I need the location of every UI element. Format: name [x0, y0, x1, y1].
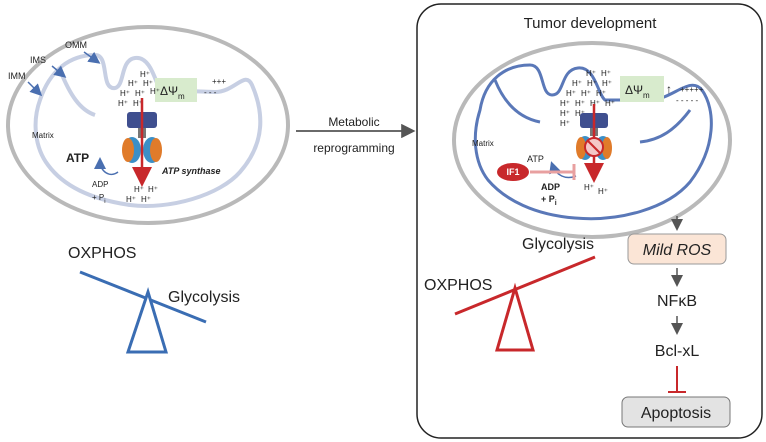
- pi-label: + P: [92, 193, 104, 202]
- svg-text:H⁺: H⁺: [572, 79, 582, 88]
- svg-text:H⁺: H⁺: [590, 99, 600, 108]
- svg-text:H⁺: H⁺: [575, 109, 585, 118]
- svg-text:H⁺: H⁺: [143, 79, 153, 88]
- svg-text:H⁺: H⁺: [605, 99, 615, 108]
- svg-text:H⁺: H⁺: [120, 89, 130, 98]
- pi-subscript: i: [104, 199, 105, 205]
- glycolysis-label-right: Glycolysis: [522, 236, 594, 253]
- atp-label: ATP: [66, 151, 89, 165]
- svg-text:H⁺: H⁺: [586, 69, 596, 78]
- svg-text:H⁺: H⁺: [581, 89, 591, 98]
- svg-text:H⁺: H⁺: [560, 109, 570, 118]
- pi-subscript-tumor: i: [555, 200, 557, 207]
- adp-label-tumor: ADP: [541, 182, 560, 192]
- omm-label: OMM: [65, 40, 87, 50]
- proton-bottom-left: H⁺ H⁺ H⁺ H⁺: [126, 185, 158, 204]
- svg-text:H⁺: H⁺: [150, 87, 160, 96]
- atp-label-tumor: ATP: [527, 154, 544, 164]
- delta-psi-label: ΔΨ: [160, 84, 178, 98]
- atp-synthase-left: [122, 98, 162, 187]
- if1-badge: [497, 163, 529, 181]
- svg-text:H⁺: H⁺: [560, 119, 570, 128]
- glycolysis-label-left: Glycolysis: [168, 289, 240, 306]
- svg-text:ΔΨm: ΔΨm: [625, 83, 650, 100]
- nfkb-label: NFκB: [657, 293, 697, 310]
- apoptosis-box: [621, 396, 731, 428]
- svg-text:H⁺: H⁺: [598, 187, 608, 196]
- svg-text:H⁺: H⁺: [584, 183, 594, 192]
- inner-membrane-cristae: [33, 52, 263, 208]
- proton-bottom-right: H⁺ H⁺: [584, 183, 608, 196]
- atp-synthase-right: [576, 104, 612, 183]
- inner-membrane-cristae-tumor: [473, 63, 713, 221]
- oxphos-label-right: OXPHOS: [424, 277, 492, 294]
- svg-text:+ Pi: + Pi: [92, 193, 106, 205]
- arrow-label-line1: Metabolic: [328, 115, 379, 129]
- svg-text:H⁺: H⁺: [141, 195, 151, 204]
- atp-synthase-label: ATP synthase: [161, 166, 221, 176]
- svg-text:H⁺: H⁺: [126, 195, 136, 204]
- delta-psi-subscript-tumor: m: [643, 91, 650, 100]
- increase-arrow: ↑: [666, 82, 672, 96]
- svg-text:ΔΨm: ΔΨm: [160, 84, 185, 101]
- minus-signs-tumor: - - - - -: [676, 96, 699, 105]
- matrix-label-tumor: Matrix: [472, 139, 494, 148]
- balance-left: [79, 270, 207, 354]
- mild-ros-box: [627, 233, 727, 265]
- imm-label: IMM: [8, 71, 26, 81]
- adp-label: ADP: [92, 180, 108, 189]
- membrane-potential-box: [155, 78, 197, 102]
- oxphos-label-left: OXPHOS: [68, 245, 136, 262]
- svg-text:H⁺: H⁺: [133, 99, 143, 108]
- delta-psi-label-tumor: ΔΨ: [625, 83, 643, 97]
- arrow-label-line2: reprogramming: [313, 141, 394, 155]
- svg-text:H⁺: H⁺: [140, 70, 150, 79]
- svg-text:H⁺: H⁺: [602, 79, 612, 88]
- membrane-potential-box-tumor: [620, 76, 664, 102]
- svg-text:H⁺: H⁺: [566, 89, 576, 98]
- svg-text:H⁺: H⁺: [118, 99, 128, 108]
- ims-label: IMS: [30, 55, 46, 65]
- panel-title: Tumor development: [524, 15, 658, 32]
- plus-signs: +++: [212, 77, 226, 86]
- proton-cluster-right: H⁺ H⁺ H⁺ H⁺ H⁺ H⁺ H⁺ H⁺ H⁺ H⁺ H⁺ H⁺ H⁺ H…: [560, 69, 615, 128]
- svg-text:+ Pi: + Pi: [541, 194, 557, 207]
- balance-right: [454, 255, 596, 352]
- svg-text:H⁺: H⁺: [596, 89, 606, 98]
- matrix-label: Matrix: [32, 131, 54, 140]
- minus-signs: - - -: [204, 88, 217, 97]
- svg-text:H⁺: H⁺: [601, 69, 611, 78]
- svg-text:H⁺: H⁺: [134, 185, 144, 194]
- bclxl-label: Bcl-xL: [655, 343, 700, 360]
- svg-text:H⁺: H⁺: [575, 99, 585, 108]
- svg-text:H⁺: H⁺: [148, 185, 158, 194]
- svg-text:H⁺: H⁺: [128, 79, 138, 88]
- if1-label: IF1: [506, 167, 519, 177]
- delta-psi-subscript: m: [178, 92, 185, 101]
- svg-text:H⁺: H⁺: [560, 99, 570, 108]
- svg-text:H⁺: H⁺: [135, 89, 145, 98]
- mild-ros-label: Mild ROS: [643, 242, 712, 259]
- pi-label-tumor: + P: [541, 194, 555, 204]
- plus-signs-tumor: +++++: [680, 85, 704, 94]
- apoptosis-label: Apoptosis: [641, 405, 711, 422]
- proton-cluster-left: H⁺ H⁺ H⁺ H⁺ H⁺ H⁺ H⁺ H⁺: [118, 70, 160, 108]
- svg-text:H⁺: H⁺: [587, 79, 597, 88]
